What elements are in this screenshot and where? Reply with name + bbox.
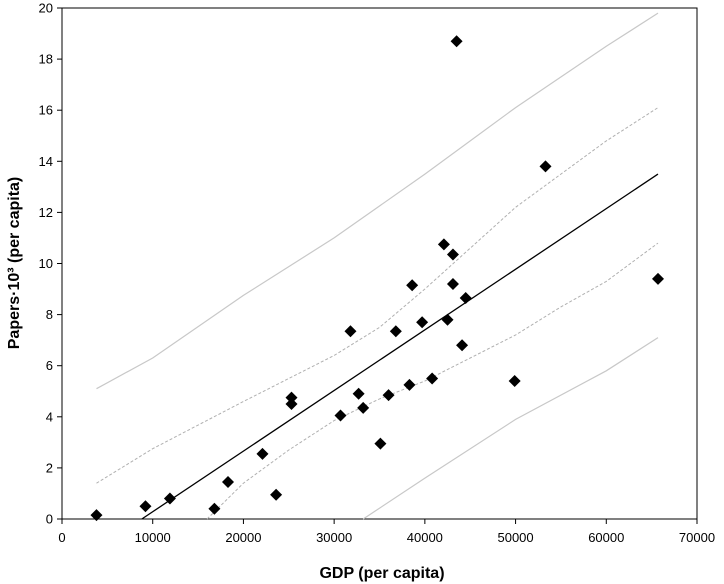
y-tick-label: 0 xyxy=(46,512,53,527)
y-tick-label: 14 xyxy=(39,154,53,169)
x-tick-label: 30000 xyxy=(316,530,352,545)
plot-area xyxy=(61,7,698,520)
regression-line xyxy=(141,173,659,520)
data-point xyxy=(222,475,235,488)
data-point xyxy=(285,398,298,411)
y-tick-label: 20 xyxy=(39,1,53,16)
data-point xyxy=(270,488,283,501)
x-tick-label: 60000 xyxy=(588,530,624,545)
data-point xyxy=(456,339,469,352)
fit-layer xyxy=(141,173,659,520)
y-axis-title: Papers·10³ (per capita) xyxy=(6,177,23,350)
data-point xyxy=(651,272,664,285)
y-tick-label: 8 xyxy=(46,307,53,322)
prediction-band-upper xyxy=(96,12,659,390)
data-point xyxy=(446,277,459,290)
data-point xyxy=(416,316,429,329)
y-tick-label: 2 xyxy=(46,460,53,475)
data-point xyxy=(352,387,365,400)
data-point xyxy=(382,389,395,402)
data-point xyxy=(389,325,402,338)
x-tick-label: 70000 xyxy=(679,530,715,545)
data-point xyxy=(374,437,387,450)
confidence-band-upper xyxy=(96,107,659,484)
y-tick-label: 16 xyxy=(39,103,53,118)
data-point xyxy=(403,378,416,391)
data-point xyxy=(344,325,357,338)
y-tick-label: 18 xyxy=(39,52,53,67)
points-layer xyxy=(90,35,664,522)
data-point xyxy=(446,248,459,261)
data-point xyxy=(441,313,454,326)
x-tick-label: 20000 xyxy=(225,530,261,545)
data-point xyxy=(357,401,370,414)
data-point xyxy=(208,502,221,515)
y-tick-label: 12 xyxy=(39,205,53,220)
bands-layer xyxy=(96,12,659,520)
data-point xyxy=(285,391,298,404)
x-axis-ticks: 0 10000 20000 30000 40000 50000 60000 70000 xyxy=(58,519,715,545)
y-tick-label: 6 xyxy=(46,358,53,373)
x-tick-label: 10000 xyxy=(135,530,171,545)
data-point xyxy=(163,492,176,505)
prediction-band-lower xyxy=(362,337,659,520)
data-point xyxy=(90,509,103,522)
y-axis-ticks: 0 2 4 6 8 10 12 14 16 18 20 xyxy=(39,1,62,527)
data-point xyxy=(539,160,552,173)
data-point xyxy=(450,35,463,48)
data-point xyxy=(508,375,521,388)
data-point xyxy=(334,409,347,422)
x-tick-label: 50000 xyxy=(497,530,533,545)
data-point xyxy=(406,279,419,292)
data-point xyxy=(459,291,472,304)
confidence-band-lower xyxy=(206,242,659,520)
data-point xyxy=(139,500,152,513)
y-tick-label: 4 xyxy=(46,409,53,424)
x-tick-label: 40000 xyxy=(407,530,443,545)
data-point xyxy=(256,447,269,460)
x-axis-title: GDP (per capita) xyxy=(319,565,444,582)
data-point xyxy=(437,238,450,251)
x-tick-label: 0 xyxy=(58,530,65,545)
y-tick-label: 10 xyxy=(39,256,53,271)
data-point xyxy=(426,372,439,385)
